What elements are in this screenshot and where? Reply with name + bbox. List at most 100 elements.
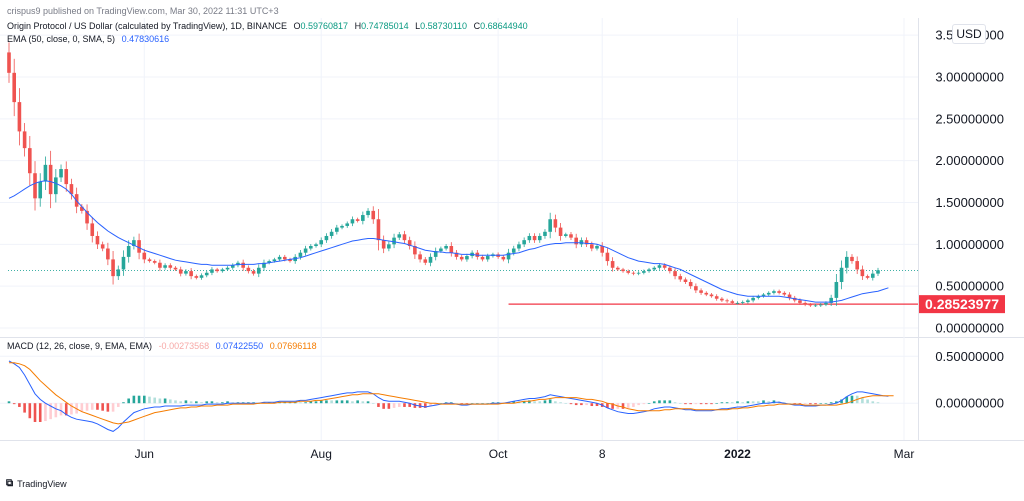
candle-body xyxy=(132,240,136,247)
macd-histogram-bar xyxy=(694,403,698,405)
ema-legend[interactable]: EMA (50, close, 0, SMA, 5) 0.47830616 xyxy=(7,34,169,45)
candle-body xyxy=(95,235,100,245)
macd-histogram-bar xyxy=(543,400,547,404)
candle xyxy=(345,221,350,228)
candle xyxy=(194,274,199,280)
candle-body xyxy=(376,219,381,241)
candle-body xyxy=(537,235,542,241)
candle xyxy=(652,266,657,272)
candle-body xyxy=(454,252,459,257)
candle xyxy=(657,263,662,270)
candle xyxy=(220,267,225,273)
candle-body xyxy=(522,240,526,245)
candle-body xyxy=(459,256,464,260)
candle xyxy=(818,302,823,308)
high-label: H xyxy=(354,21,362,31)
price-tick-label: 0.00000000 xyxy=(935,321,1004,336)
macd-histogram-bar xyxy=(361,401,365,404)
candle-body xyxy=(855,261,859,270)
candle xyxy=(730,299,735,305)
candle-body xyxy=(449,246,454,253)
candle xyxy=(631,271,636,276)
macd-histogram-bar xyxy=(611,403,614,409)
candle-body xyxy=(371,210,376,220)
tradingview-brand-text: TradingView xyxy=(17,478,67,489)
candle-body xyxy=(189,271,193,277)
candle-body xyxy=(282,256,287,260)
macd-histogram-bar xyxy=(377,403,380,407)
candle-body xyxy=(563,234,568,236)
macd-histogram-bar xyxy=(590,403,594,407)
macd-axis: 0.50000000 0.00000000 xyxy=(935,349,1004,411)
macd-histogram-bar xyxy=(158,398,162,404)
candle xyxy=(428,253,433,267)
candle-body xyxy=(626,271,631,273)
currency-button[interactable]: USD xyxy=(952,24,986,44)
candle xyxy=(371,206,376,224)
macd-histogram-bar xyxy=(429,403,432,407)
candle xyxy=(402,230,407,244)
candle xyxy=(85,204,89,230)
macd-histogram-bar xyxy=(299,402,302,404)
macd-histogram-bar xyxy=(455,403,458,404)
macd-histogram-bar xyxy=(351,401,354,404)
macd-label: MACD (12, 26, close, 9, EMA, EMA) xyxy=(7,341,153,351)
candle xyxy=(314,242,318,248)
macd-histogram-bar xyxy=(580,403,583,406)
candle-body xyxy=(756,296,761,298)
candle xyxy=(844,251,849,274)
macd-histogram-bar xyxy=(595,403,599,407)
candle xyxy=(740,300,745,305)
candle xyxy=(303,245,308,256)
macd-histogram-bar xyxy=(215,402,219,404)
macd-histogram-bar xyxy=(179,401,183,404)
candle-body xyxy=(850,256,854,262)
candle xyxy=(350,216,355,227)
macd-histogram-bar xyxy=(127,398,130,404)
macd-histogram-bar xyxy=(741,402,745,404)
candle-body xyxy=(517,244,521,249)
candle xyxy=(688,279,693,289)
price-tick-label: 1.50000000 xyxy=(935,195,1004,210)
candle xyxy=(12,58,17,117)
candle xyxy=(381,235,386,254)
macd-histogram-bar xyxy=(439,403,443,404)
candle xyxy=(433,247,438,261)
macd-histogram-bar xyxy=(736,401,739,404)
candle-body xyxy=(657,265,662,268)
macd-histogram-bar xyxy=(392,403,396,408)
candle-body xyxy=(553,219,558,228)
candle xyxy=(480,254,485,262)
candle xyxy=(766,291,771,297)
candle-body xyxy=(813,305,818,307)
candle xyxy=(777,289,781,295)
candle xyxy=(355,217,360,223)
macd-histogram-bar xyxy=(356,400,359,404)
candle-body xyxy=(720,298,724,301)
candle-body xyxy=(584,240,589,245)
candle-body xyxy=(230,265,235,268)
candle xyxy=(28,135,32,186)
macd-histogram-bar xyxy=(845,396,849,404)
symbol-legend: Origin Protocol / US Dollar (calculated … xyxy=(7,21,528,32)
candle xyxy=(704,291,709,297)
candle-body xyxy=(319,240,324,245)
macd-legend[interactable]: MACD (12, 26, close, 9, EMA, EMA) -0.002… xyxy=(7,341,317,352)
candle-body xyxy=(876,270,880,274)
candle-body xyxy=(506,252,511,260)
candle xyxy=(543,229,547,239)
candle-body xyxy=(241,262,245,268)
candle xyxy=(251,269,256,276)
candle xyxy=(152,259,157,265)
candle-body xyxy=(272,259,277,262)
macd-histogram-bar xyxy=(574,403,578,406)
candle-body xyxy=(772,291,776,293)
ema-line xyxy=(8,180,889,303)
publisher-watermark: crispus9 published on TradingView.com, M… xyxy=(7,6,279,16)
candle-body xyxy=(69,184,74,195)
candle-body xyxy=(465,256,469,260)
macd-histogram-bar xyxy=(512,401,516,404)
tradingview-branding[interactable]: ⧉ TradingView xyxy=(6,478,67,489)
macd-histogram-bar xyxy=(44,403,47,422)
